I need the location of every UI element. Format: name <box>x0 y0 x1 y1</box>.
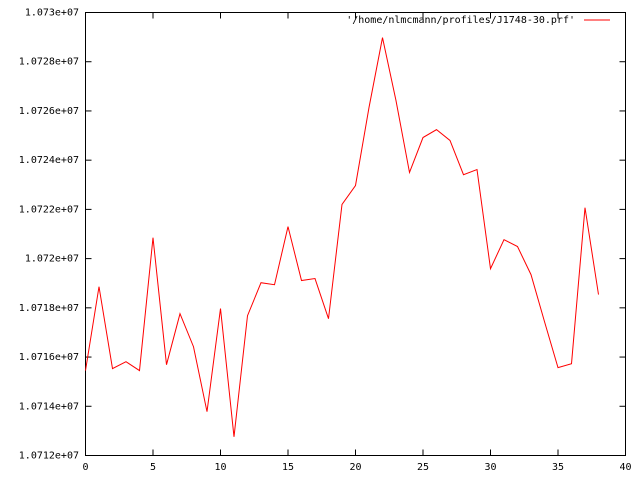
data-line <box>85 37 599 437</box>
y-tick-label: 1.0712e+07 <box>19 451 79 462</box>
legend-label: '/home/nlmcmann/profiles/J1748-30.prf' <box>346 15 575 26</box>
x-tick-label: 20 <box>349 462 361 473</box>
x-tick-label: 10 <box>214 462 226 473</box>
x-tick-label: 15 <box>282 462 294 473</box>
y-tick-label: 1.072e+07 <box>25 254 79 265</box>
x-tick-label: 35 <box>552 462 564 473</box>
y-tick-label: 1.0716e+07 <box>19 352 79 363</box>
y-tick-label: 1.0722e+07 <box>19 204 79 215</box>
y-tick-label: 1.0724e+07 <box>19 155 79 166</box>
y-tick-label: 1.0714e+07 <box>19 401 79 412</box>
y-tick-label: 1.073e+07 <box>25 8 79 19</box>
y-tick-label: 1.0728e+07 <box>19 57 79 68</box>
x-tick-label: 0 <box>82 462 88 473</box>
x-tick-label: 25 <box>417 462 429 473</box>
y-tick-label: 1.0718e+07 <box>19 303 79 314</box>
x-tick-label: 30 <box>484 462 496 473</box>
x-tick-label: 5 <box>150 462 156 473</box>
plot-frame <box>85 12 626 456</box>
x-tick-label: 40 <box>619 462 631 473</box>
y-tick-label: 1.0726e+07 <box>19 106 79 117</box>
